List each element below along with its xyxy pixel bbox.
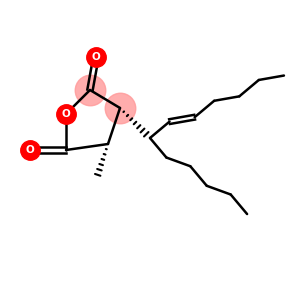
Text: O: O bbox=[26, 145, 34, 155]
Text: O: O bbox=[61, 109, 70, 119]
Text: O: O bbox=[92, 52, 100, 62]
